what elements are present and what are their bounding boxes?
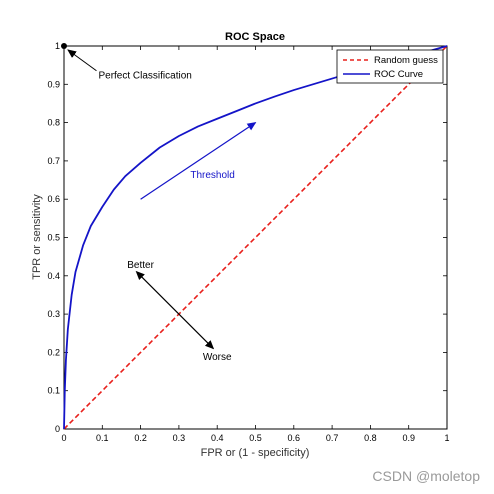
x-tick-label: 0.5: [249, 433, 262, 443]
threshold-arrow: [140, 122, 257, 200]
y-tick-label: 0.6: [47, 194, 60, 204]
x-tick-label: 0.7: [326, 433, 339, 443]
y-tick-label: 0.5: [47, 233, 60, 243]
x-tick-label: 0.2: [134, 433, 147, 443]
x-axis-label: FPR or (1 - specificity): [201, 447, 310, 459]
y-tick-label: 0.3: [47, 309, 60, 319]
legend-label-roc: ROC Curve: [374, 69, 423, 80]
x-tick-label: 0.1: [96, 433, 109, 443]
threshold-label: Threshold: [190, 170, 234, 181]
random-guess-line: [63, 45, 448, 430]
x-tick-label: 0.4: [211, 433, 224, 443]
chart-title: ROC Space: [225, 31, 285, 43]
legend-label-random: Random guess: [374, 55, 438, 66]
better-worse-arrow: [135, 270, 215, 350]
x-tick-label: 0.8: [364, 433, 377, 443]
y-tick-label: 0.8: [47, 118, 60, 128]
legend-box: [336, 49, 444, 84]
x-tick-label: 0.3: [173, 433, 186, 443]
x-tick-label: 0.9: [402, 433, 415, 443]
x-tick-label: 1: [444, 433, 449, 443]
perfect-classification-label: Perfect Classification: [98, 71, 191, 82]
y-axis-ticks: 0 0.1 0.2 0.3 0.4 0.5 0.6 0.7 0.8 0.9 1: [47, 41, 447, 434]
y-tick-label: 0.4: [47, 271, 60, 281]
better-label: Better: [127, 260, 154, 271]
y-tick-label: 0.9: [47, 79, 60, 89]
x-tick-label: 0.6: [288, 433, 301, 443]
perfect-classification-arrow: [67, 49, 97, 72]
x-axis-ticks: 0 0.1 0.2 0.3 0.4 0.5 0.6 0.7 0.8 0.9 1: [61, 46, 450, 443]
y-tick-label: 0.7: [47, 156, 60, 166]
x-tick-label: 0: [61, 433, 66, 443]
y-axis-label: TPR or sensitivity: [31, 194, 43, 280]
perfect-classification-point: [61, 43, 67, 49]
y-tick-label: 0: [55, 424, 60, 434]
worse-label: Worse: [203, 352, 232, 363]
y-tick-label: 0.2: [47, 347, 60, 357]
y-tick-label: 0.1: [47, 386, 60, 396]
legend: Random guess ROC Curve: [336, 49, 444, 84]
y-tick-label: 1: [55, 41, 60, 51]
annotation-layer: Perfect Classification Threshold Better Wor…: [61, 43, 257, 363]
watermark: CSDN @moletop: [372, 468, 480, 484]
